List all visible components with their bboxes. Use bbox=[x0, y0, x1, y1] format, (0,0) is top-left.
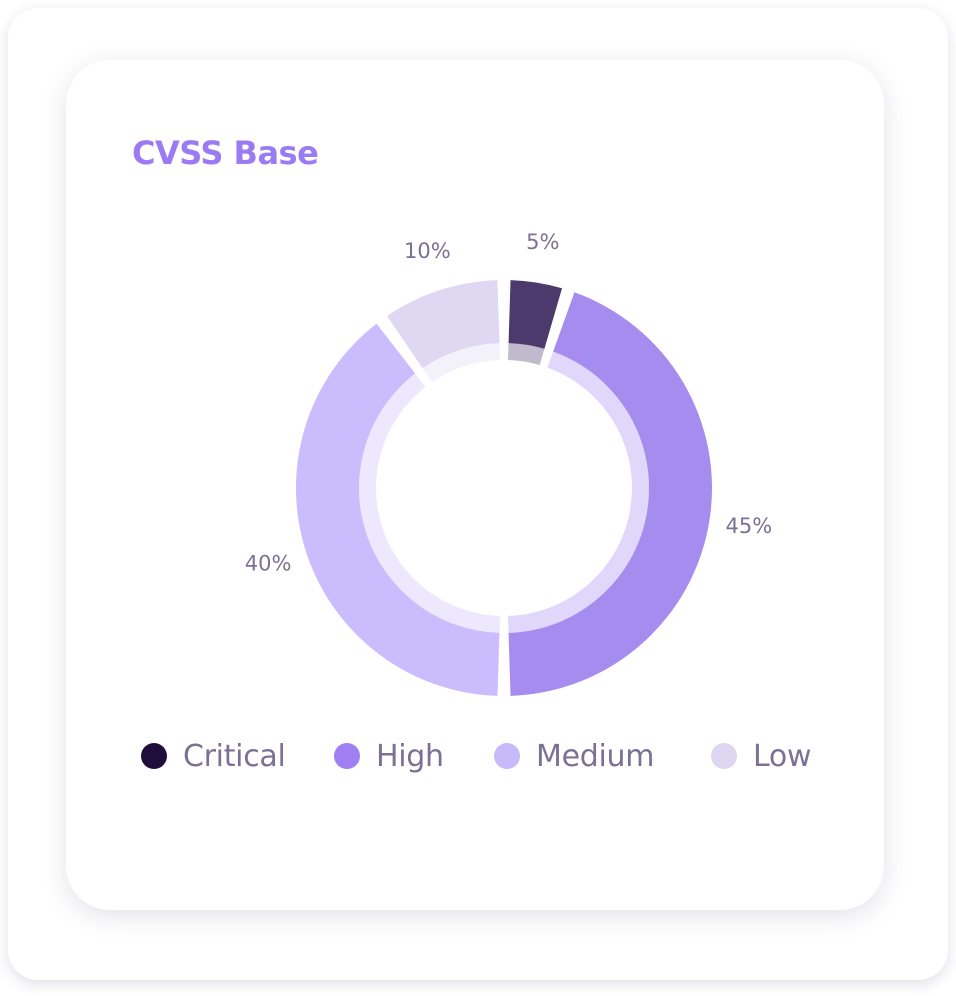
legend-dot-critical bbox=[141, 743, 167, 769]
slice-inner-high bbox=[508, 351, 650, 633]
card-title: CVSS Base bbox=[132, 134, 319, 172]
slice-high[interactable] bbox=[508, 292, 713, 696]
value-label-high: 45% bbox=[726, 514, 773, 538]
donut-labels: 5% 45% 40% 10% bbox=[245, 230, 772, 575]
chart-legend: Critical High Medium Low bbox=[141, 732, 841, 780]
legend-item-critical[interactable]: Critical bbox=[141, 732, 286, 780]
legend-item-high[interactable]: High bbox=[334, 732, 444, 780]
legend-item-low[interactable]: Low bbox=[711, 732, 811, 780]
legend-label-low: Low bbox=[753, 738, 812, 774]
slice-medium[interactable] bbox=[296, 323, 500, 696]
slice-low[interactable] bbox=[387, 280, 500, 369]
cvss-card: CVSS Base 5% 45% 40% 10% Critical High Medi… bbox=[66, 60, 884, 910]
legend-dot-low bbox=[711, 743, 737, 769]
slice-inner-medium bbox=[359, 373, 500, 633]
value-label-critical: 5% bbox=[526, 230, 559, 254]
slice-inner-critical bbox=[508, 343, 545, 366]
legend-label-critical: Critical bbox=[183, 738, 286, 774]
value-label-medium: 40% bbox=[245, 552, 292, 576]
legend-label-high: High bbox=[376, 738, 444, 774]
legend-dot-medium bbox=[494, 743, 520, 769]
donut-chart: 5% 45% 40% 10% bbox=[245, 230, 772, 696]
slice-inner-low bbox=[422, 343, 500, 383]
legend-label-medium: Medium bbox=[536, 738, 655, 774]
donut-slices bbox=[296, 280, 713, 696]
legend-dot-high bbox=[334, 743, 360, 769]
legend-item-medium[interactable]: Medium bbox=[494, 732, 654, 780]
value-label-low: 10% bbox=[404, 239, 451, 263]
slice-critical[interactable] bbox=[508, 280, 563, 349]
